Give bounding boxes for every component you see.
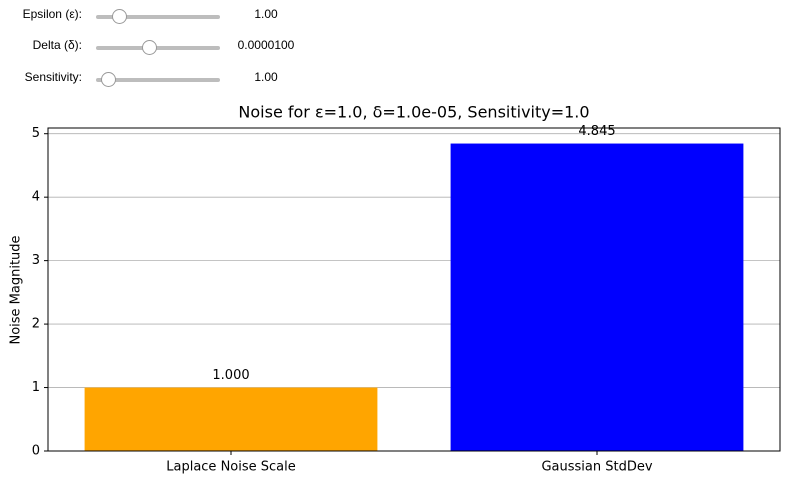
- y-tick-label: 0: [32, 444, 40, 459]
- y-tick-label: 2: [32, 317, 40, 332]
- value-label: 4.845: [578, 124, 615, 139]
- slider-readout: 1.00: [254, 70, 278, 84]
- y-tick-label: 4: [32, 190, 40, 205]
- delta-slider: Delta (δ): 0.0000100: [0, 34, 320, 58]
- plot-frame: [47, 127, 781, 452]
- y-tick-label: 1: [32, 380, 40, 395]
- x-tick-label: Gaussian StdDev: [541, 460, 652, 475]
- y-axis-label: Noise Magnitude: [9, 235, 24, 344]
- slider-handle[interactable]: [112, 9, 127, 24]
- slider-track[interactable]: [96, 78, 220, 82]
- bar: [450, 143, 744, 451]
- slider-handle[interactable]: [101, 72, 116, 87]
- x-tick-label: Laplace Noise Scale: [166, 460, 296, 475]
- slider-label: Sensitivity:: [24, 70, 82, 84]
- slider-track[interactable]: [96, 15, 220, 19]
- bar: [84, 387, 378, 451]
- slider-track[interactable]: [96, 46, 220, 50]
- y-tick-label: 5: [32, 126, 40, 141]
- slider-readout: 0.0000100: [237, 38, 295, 52]
- slider-handle[interactable]: [142, 40, 157, 55]
- sensitivity-slider: Sensitivity: 1.00: [0, 66, 320, 90]
- slider-readout: 1.00: [254, 7, 278, 21]
- y-tick-label: 3: [32, 253, 40, 268]
- chart-title: Noise for ε=1.0, δ=1.0e-05, Sensitivity=…: [238, 103, 589, 122]
- epsilon-slider: Epsilon (ε): 1.00: [0, 3, 320, 27]
- slider-label: Epsilon (ε):: [22, 7, 82, 21]
- slider-label: Delta (δ):: [32, 38, 82, 52]
- value-label: 1.000: [212, 368, 249, 383]
